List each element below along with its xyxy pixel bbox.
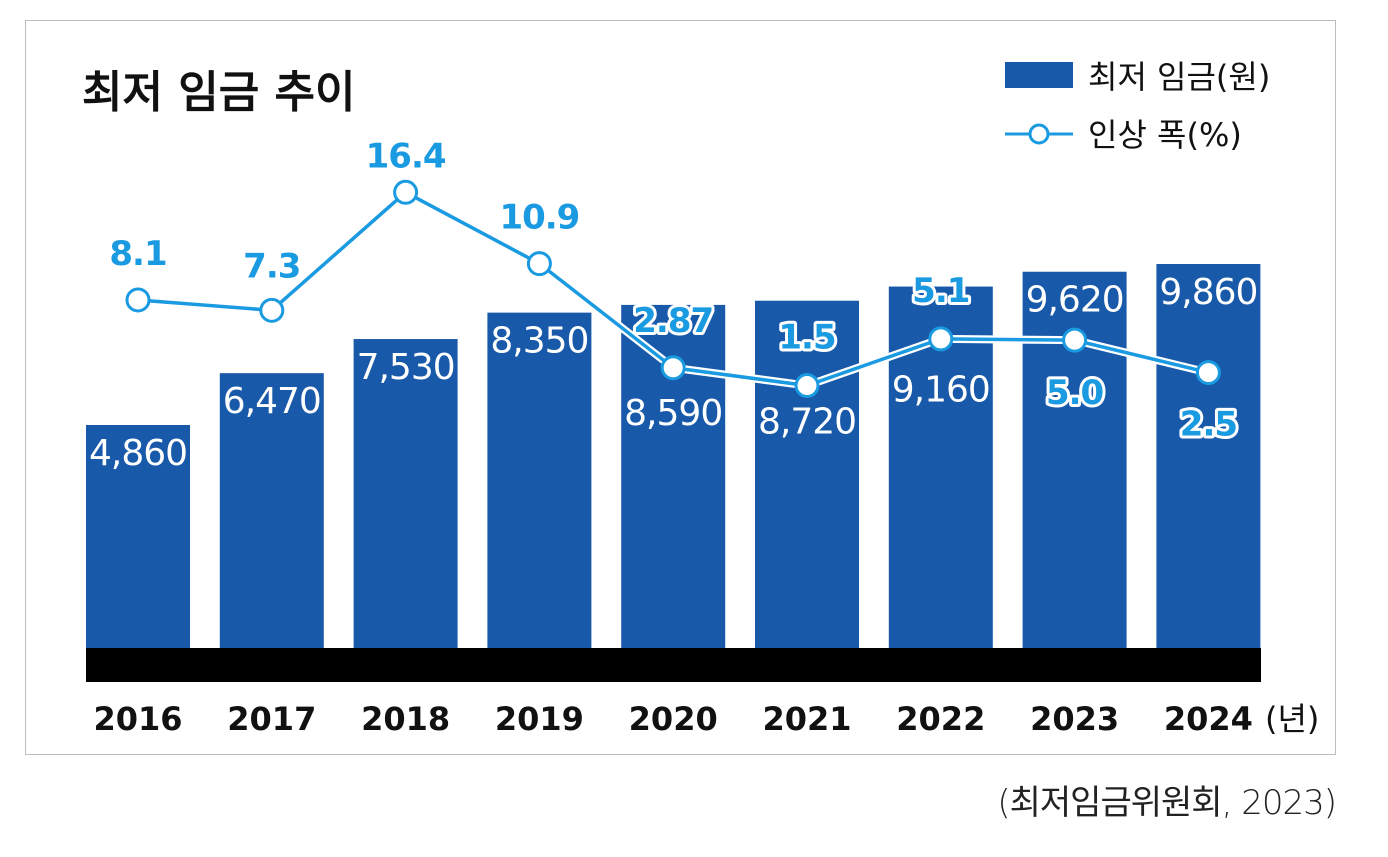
x-tick-2022: 2022 (896, 700, 985, 738)
line-point-2021 (794, 373, 820, 399)
line-label-2017: 7.3 (243, 246, 300, 286)
legend: 최저 임금(원) 인상 폭(%) (1005, 58, 1270, 154)
line-point-2023 (1062, 327, 1088, 353)
x-tick-2016: 2016 (93, 700, 182, 738)
line-label-2019: 10.9 (499, 198, 579, 238)
source-note: (최저임금위원회, 2023) (997, 783, 1337, 823)
line-label-2024: 2.5 (1180, 405, 1237, 445)
line-point-2018 (393, 179, 419, 205)
legend-line-label: 인상 폭(%) (1088, 116, 1242, 154)
bar-label-2018: 7,530 (357, 347, 455, 388)
bar-label-2016: 4,860 (89, 433, 187, 474)
legend-bar-swatch (1005, 62, 1073, 88)
line-point-2016 (125, 287, 151, 313)
x-tick-2018: 2018 (361, 700, 450, 738)
line-label-2023: 5.0 (1046, 373, 1104, 413)
line-label-2022: 5.1 (912, 271, 969, 311)
bar-2017 (219, 373, 324, 648)
x-tick-2024: 2024 (1164, 700, 1253, 738)
x-axis-unit: (년) (1265, 700, 1319, 738)
line-point-2024 (1195, 360, 1221, 386)
chart-title: 최저 임금 추이 (82, 67, 356, 118)
x-tick-2021: 2021 (762, 700, 851, 738)
bar-2019 (487, 312, 592, 648)
bar-2018 (353, 339, 458, 648)
line-label-2020: 2.87 (633, 301, 713, 341)
x-axis-band (86, 648, 1261, 682)
bar-2021 (755, 300, 859, 648)
bar-label-2019: 8,350 (490, 321, 588, 362)
bar-label-2023: 9,620 (1026, 280, 1124, 321)
line-label-2016: 8.1 (109, 234, 166, 274)
bar-label-2020: 8,590 (624, 393, 722, 434)
line-point-2020 (660, 355, 686, 381)
bar-label-2017: 6,470 (223, 381, 321, 422)
x-tick-2020: 2020 (629, 700, 718, 738)
line-point-2019 (526, 251, 552, 277)
line-label-2021: 1.5 (778, 318, 835, 358)
legend-bar-label: 최저 임금(원) (1088, 58, 1270, 96)
chart-frame (25, 20, 1336, 755)
bar-2016 (86, 425, 190, 648)
bar-label-2021: 8,720 (758, 402, 856, 443)
line-point-2022 (928, 326, 954, 352)
bar-label-2024: 9,860 (1159, 272, 1257, 313)
x-tick-2017: 2017 (227, 700, 316, 738)
legend-line-marker (1028, 123, 1050, 145)
bar-2024 (1156, 264, 1261, 648)
line-label-2018: 16.4 (366, 136, 446, 176)
bar-label-2022: 9,160 (892, 370, 990, 411)
x-tick-2023: 2023 (1030, 700, 1119, 738)
x-tick-2019: 2019 (495, 700, 584, 738)
line-point-2017 (259, 297, 285, 323)
